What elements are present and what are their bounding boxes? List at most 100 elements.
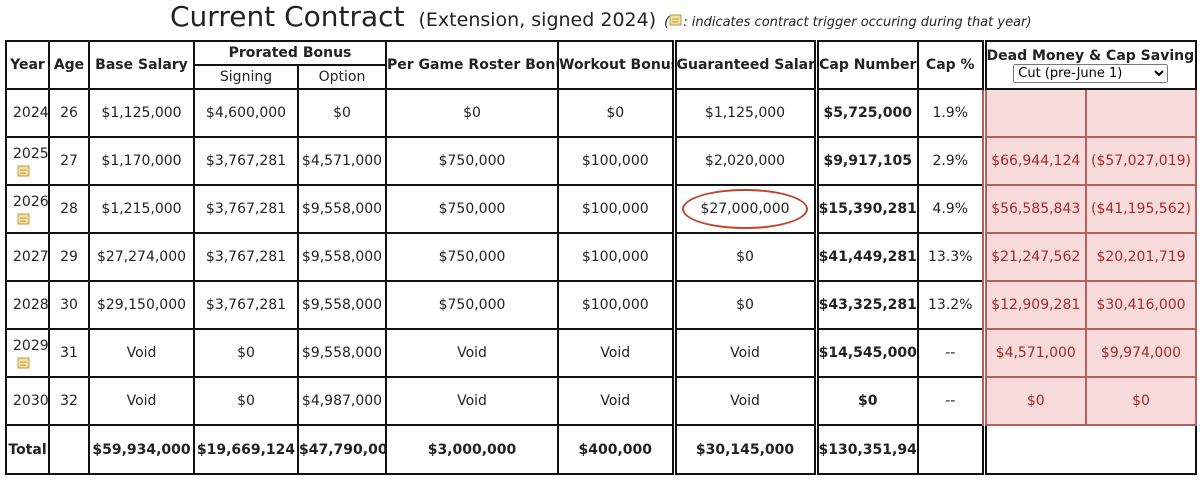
cap-savings-cell: ($41,195,562) bbox=[1084, 184, 1198, 234]
year: 2030 bbox=[13, 393, 49, 409]
header-cell: Guaranteed Salary bbox=[671, 40, 817, 90]
dead-money-cell: $0 bbox=[981, 376, 1087, 426]
cell: $9,558,000 bbox=[297, 328, 387, 378]
dead-money-cell: $21,247,562 bbox=[981, 232, 1087, 282]
cap-savings-cell bbox=[1084, 88, 1198, 138]
cell: $0 bbox=[813, 376, 919, 426]
cell: $100,000 bbox=[557, 136, 675, 186]
year-cell: 2024 bbox=[5, 88, 50, 138]
cell: $3,767,281 bbox=[193, 184, 299, 234]
header-text: Dead Money & Cap Savings bbox=[986, 47, 1197, 64]
total-cell: $59,934,000 bbox=[88, 424, 195, 475]
cell: $3,767,281 bbox=[193, 232, 299, 282]
header-cell: Signing bbox=[193, 64, 299, 90]
cell: $14,545,000 bbox=[813, 328, 919, 378]
cell: $9,917,105 bbox=[813, 136, 919, 186]
year: 2029 bbox=[13, 337, 49, 354]
trigger-icon bbox=[669, 14, 682, 26]
cell: $9,558,000 bbox=[297, 184, 387, 234]
header-cell: Workout Bonus bbox=[557, 40, 675, 90]
age-cell: 29 bbox=[48, 232, 90, 282]
cell: $0 bbox=[193, 328, 299, 378]
cut-select[interactable]: Cut (pre-June 1) bbox=[1013, 63, 1169, 83]
cell bbox=[917, 424, 985, 475]
cell: $750,000 bbox=[385, 232, 559, 282]
title-bar: Current Contract (Extension, signed 2024)… bbox=[0, 0, 1200, 38]
header-cell: Per Game Roster Bonus bbox=[385, 40, 559, 90]
cell: $0 bbox=[671, 280, 817, 330]
cap-savings-cell: $30,416,000 bbox=[1084, 280, 1198, 330]
cell: $9,558,000 bbox=[297, 232, 387, 282]
cell: $29,150,000 bbox=[88, 280, 195, 330]
cell: 4.9% bbox=[917, 184, 985, 234]
table-row: 2026 28 $1,215,000 $3,767,281 $9,558,000 $750… bbox=[5, 184, 1198, 234]
subtitle: (Extension, signed 2024) bbox=[418, 9, 657, 31]
total-cell: $30,145,000 bbox=[671, 424, 817, 475]
cell: Void bbox=[385, 328, 559, 378]
table-row: 2029 31 Void $0 $9,558,000 Void Void Void $14,54… bbox=[5, 328, 1198, 378]
cell: $3,767,281 bbox=[193, 280, 299, 330]
cell: $41,449,281 bbox=[813, 232, 919, 282]
trigger-icon bbox=[17, 213, 30, 224]
total-row: Total$59,934,000$19,669,124$47,790,000$3… bbox=[5, 424, 1198, 475]
age-cell: 31 bbox=[48, 328, 90, 378]
year: 2025 bbox=[13, 145, 49, 162]
circled-value: $27,000,000 bbox=[682, 189, 808, 229]
cell: $9,558,000 bbox=[297, 280, 387, 330]
cell: $100,000 bbox=[557, 232, 675, 282]
cell: $3,767,281 bbox=[193, 136, 299, 186]
cell: 2.9% bbox=[917, 136, 985, 186]
cell: $0 bbox=[385, 88, 559, 138]
dead-money-cell bbox=[981, 88, 1087, 138]
year: 2028 bbox=[13, 297, 49, 313]
cell: Void bbox=[671, 328, 817, 378]
year-cell: 2029 bbox=[5, 328, 50, 378]
table-row: 2030 32 Void $0 $4,987,000 Void Void Void $0 -- $0… bbox=[5, 376, 1198, 426]
cell: $1,125,000 bbox=[88, 88, 195, 138]
cell: 1.9% bbox=[917, 88, 985, 138]
dead-money-cell: $4,571,000 bbox=[981, 328, 1087, 378]
trigger-icon bbox=[17, 357, 30, 368]
header-cell: Cap Number bbox=[813, 40, 919, 90]
age-cell: 30 bbox=[48, 280, 90, 330]
age-cell: 32 bbox=[48, 376, 90, 426]
cap-savings-cell: $9,974,000 bbox=[1084, 328, 1198, 378]
trigger-icon bbox=[17, 165, 30, 176]
cell: Void bbox=[671, 376, 817, 426]
cell: $750,000 bbox=[385, 136, 559, 186]
cap-savings-cell: ($57,027,019) bbox=[1084, 136, 1198, 186]
cell: -- bbox=[917, 376, 985, 426]
cell: Void bbox=[385, 376, 559, 426]
cell: $750,000 bbox=[385, 184, 559, 234]
year-cell: 2027 bbox=[5, 232, 50, 282]
dead-money-header: Dead Money & Cap Savings Cut (pre-June 1… bbox=[981, 40, 1198, 90]
table-body: 2024 26 $1,125,000 $4,600,000 $0 $0 $0 $1,125,0… bbox=[5, 88, 1198, 475]
age-cell: 27 bbox=[48, 136, 90, 186]
table-row: 2027 29 $27,274,000 $3,767,281 $9,558,000 $75… bbox=[5, 232, 1198, 282]
cell: $27,274,000 bbox=[88, 232, 195, 282]
cell bbox=[981, 424, 1198, 475]
cell: 13.3% bbox=[917, 232, 985, 282]
cap-savings-cell: $20,201,719 bbox=[1084, 232, 1198, 282]
header-cell: Age bbox=[48, 40, 90, 90]
cell: $0 bbox=[193, 376, 299, 426]
cell: Void bbox=[88, 328, 195, 378]
total-cell: $400,000 bbox=[557, 424, 675, 475]
header-cell: Option bbox=[297, 64, 387, 90]
cell: $100,000 bbox=[557, 184, 675, 234]
total-cell: $47,790,000 bbox=[297, 424, 387, 475]
cell: $43,325,281 bbox=[813, 280, 919, 330]
total-cell: $19,669,124 bbox=[193, 424, 299, 475]
cell: $1,125,000 bbox=[671, 88, 817, 138]
cell: $27,000,000 bbox=[671, 184, 817, 234]
cell: $0 bbox=[297, 88, 387, 138]
table-row: 2024 26 $1,125,000 $4,600,000 $0 $0 $0 $1,125,0… bbox=[5, 88, 1198, 138]
year-cell: 2028 bbox=[5, 280, 50, 330]
cell: -- bbox=[917, 328, 985, 378]
age-cell: 26 bbox=[48, 88, 90, 138]
cell: $4,571,000 bbox=[297, 136, 387, 186]
header-cell: Cap % bbox=[917, 40, 985, 90]
year: 2026 bbox=[13, 193, 49, 210]
cell: $2,020,000 bbox=[671, 136, 817, 186]
total-cell: $3,000,000 bbox=[385, 424, 559, 475]
